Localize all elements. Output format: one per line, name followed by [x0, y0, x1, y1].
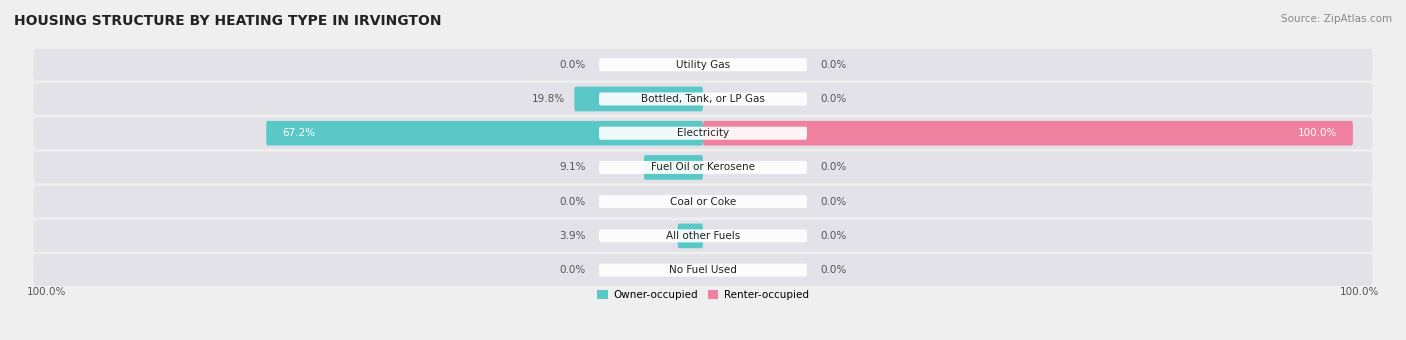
- FancyBboxPatch shape: [599, 161, 807, 174]
- Text: 100.0%: 100.0%: [27, 287, 66, 298]
- Text: Coal or Coke: Coal or Coke: [669, 197, 737, 207]
- Text: 0.0%: 0.0%: [820, 231, 846, 241]
- Text: All other Fuels: All other Fuels: [666, 231, 740, 241]
- Text: Fuel Oil or Kerosene: Fuel Oil or Kerosene: [651, 163, 755, 172]
- Text: 0.0%: 0.0%: [820, 265, 846, 275]
- Text: No Fuel Used: No Fuel Used: [669, 265, 737, 275]
- FancyBboxPatch shape: [266, 121, 703, 146]
- FancyBboxPatch shape: [599, 195, 807, 208]
- FancyBboxPatch shape: [599, 92, 807, 105]
- FancyBboxPatch shape: [34, 186, 1372, 217]
- Text: 19.8%: 19.8%: [531, 94, 565, 104]
- Text: HOUSING STRUCTURE BY HEATING TYPE IN IRVINGTON: HOUSING STRUCTURE BY HEATING TYPE IN IRV…: [14, 14, 441, 28]
- FancyBboxPatch shape: [34, 83, 1372, 115]
- FancyBboxPatch shape: [34, 254, 1372, 286]
- Text: Bottled, Tank, or LP Gas: Bottled, Tank, or LP Gas: [641, 94, 765, 104]
- FancyBboxPatch shape: [644, 155, 703, 180]
- Text: 67.2%: 67.2%: [283, 128, 315, 138]
- FancyBboxPatch shape: [34, 117, 1372, 149]
- FancyBboxPatch shape: [703, 121, 1353, 146]
- Legend: Owner-occupied, Renter-occupied: Owner-occupied, Renter-occupied: [593, 286, 813, 304]
- FancyBboxPatch shape: [599, 230, 807, 242]
- Text: 0.0%: 0.0%: [560, 60, 586, 70]
- FancyBboxPatch shape: [599, 58, 807, 71]
- Text: 9.1%: 9.1%: [560, 163, 586, 172]
- Text: 0.0%: 0.0%: [560, 265, 586, 275]
- Text: 100.0%: 100.0%: [1298, 128, 1337, 138]
- FancyBboxPatch shape: [34, 49, 1372, 81]
- Text: Utility Gas: Utility Gas: [676, 60, 730, 70]
- Text: 3.9%: 3.9%: [560, 231, 586, 241]
- Text: 0.0%: 0.0%: [820, 60, 846, 70]
- Text: 0.0%: 0.0%: [560, 197, 586, 207]
- FancyBboxPatch shape: [599, 127, 807, 140]
- Text: Electricity: Electricity: [676, 128, 730, 138]
- FancyBboxPatch shape: [34, 220, 1372, 252]
- Text: 0.0%: 0.0%: [820, 94, 846, 104]
- Text: 0.0%: 0.0%: [820, 163, 846, 172]
- FancyBboxPatch shape: [599, 264, 807, 277]
- Text: Source: ZipAtlas.com: Source: ZipAtlas.com: [1281, 14, 1392, 23]
- FancyBboxPatch shape: [34, 152, 1372, 183]
- Text: 100.0%: 100.0%: [1340, 287, 1379, 298]
- Text: 0.0%: 0.0%: [820, 197, 846, 207]
- FancyBboxPatch shape: [678, 224, 703, 248]
- FancyBboxPatch shape: [574, 87, 703, 111]
